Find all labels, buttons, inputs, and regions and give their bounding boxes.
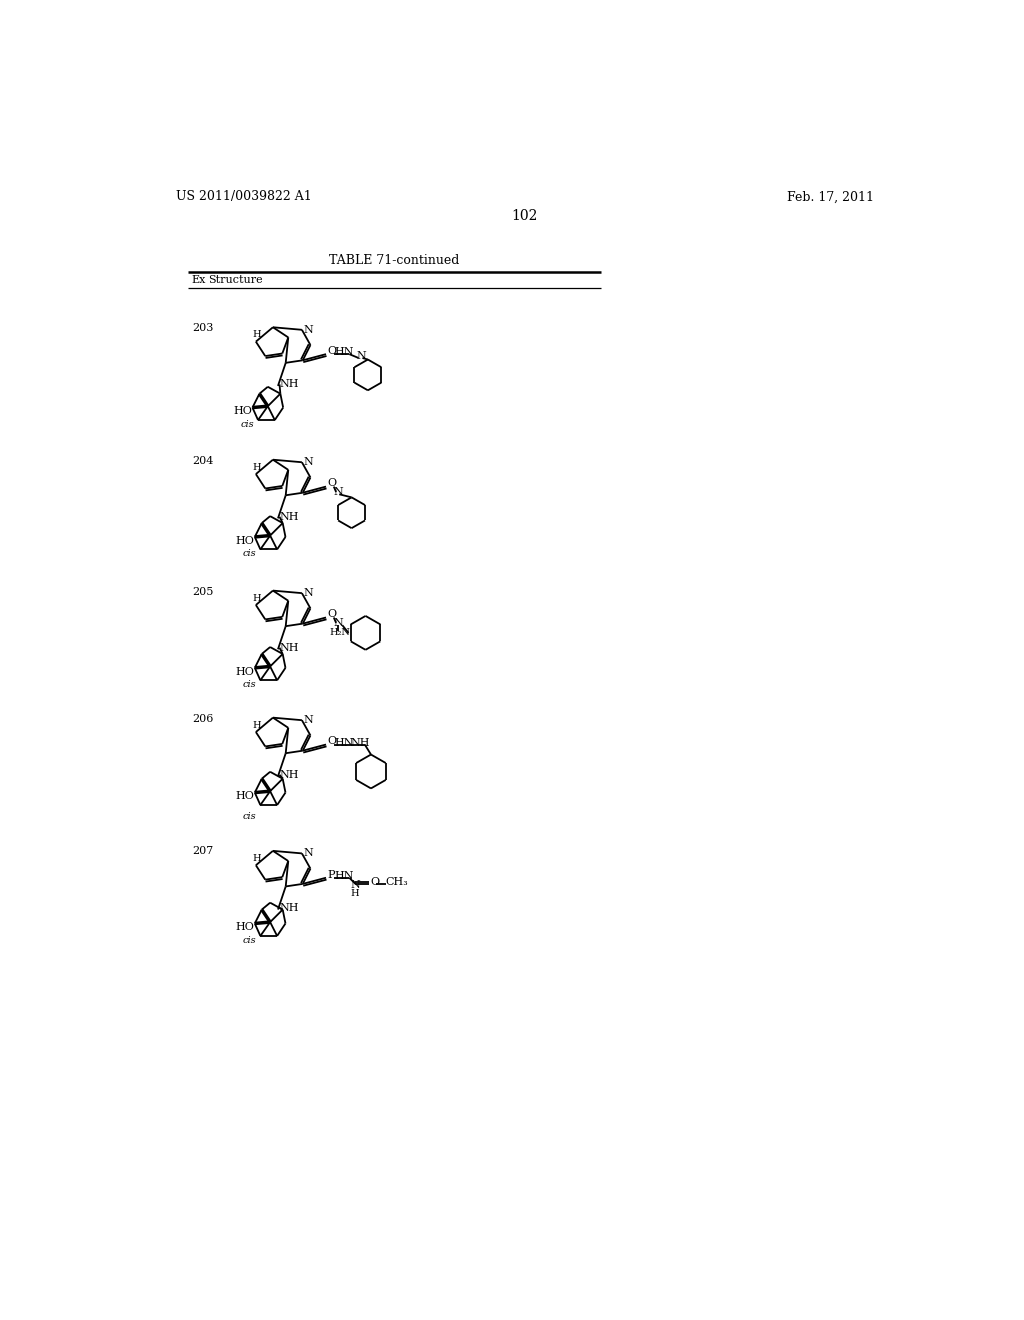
Text: O: O xyxy=(328,346,337,356)
Text: H: H xyxy=(252,721,261,730)
Text: HO: HO xyxy=(236,536,254,545)
Text: HN: HN xyxy=(335,871,354,882)
Text: HO: HO xyxy=(233,407,252,416)
Text: cis: cis xyxy=(243,936,256,945)
Text: H: H xyxy=(252,854,261,863)
Text: N: N xyxy=(351,880,360,891)
Text: N: N xyxy=(303,589,313,598)
Text: HO: HO xyxy=(236,667,254,677)
Text: 204: 204 xyxy=(193,455,214,466)
Text: NH: NH xyxy=(280,379,299,389)
Text: Ex: Ex xyxy=(191,275,206,285)
Text: TABLE 71-continued: TABLE 71-continued xyxy=(330,255,460,268)
Text: N: N xyxy=(303,849,313,858)
Text: cis: cis xyxy=(241,420,254,429)
Text: HN: HN xyxy=(335,738,354,748)
Text: N: N xyxy=(303,715,313,725)
Text: O: O xyxy=(328,478,337,488)
Text: cis: cis xyxy=(243,812,256,821)
Text: H: H xyxy=(252,330,261,339)
Text: cis: cis xyxy=(243,680,256,689)
Text: N: N xyxy=(334,618,343,628)
Text: O: O xyxy=(328,610,337,619)
Text: NH: NH xyxy=(280,643,299,652)
Text: 205: 205 xyxy=(193,587,214,597)
Text: N: N xyxy=(356,351,366,360)
Text: Structure: Structure xyxy=(209,275,263,285)
Text: N: N xyxy=(303,457,313,467)
Text: H: H xyxy=(351,888,359,898)
Text: HN: HN xyxy=(335,347,354,356)
Text: H: H xyxy=(252,463,261,471)
Text: 203: 203 xyxy=(193,323,214,333)
Text: NH: NH xyxy=(280,770,299,780)
Text: CH₃: CH₃ xyxy=(386,876,409,887)
Text: HO: HO xyxy=(236,792,254,801)
Text: 206: 206 xyxy=(193,714,214,723)
Text: H₂N: H₂N xyxy=(330,627,351,636)
Text: cis: cis xyxy=(243,549,256,558)
Text: NH: NH xyxy=(351,738,371,748)
Text: N: N xyxy=(334,487,343,496)
Text: 207: 207 xyxy=(193,846,214,857)
Text: Feb. 17, 2011: Feb. 17, 2011 xyxy=(786,190,873,203)
Text: NH: NH xyxy=(280,903,299,913)
Text: O: O xyxy=(328,737,337,746)
Text: NH: NH xyxy=(280,512,299,521)
Text: N: N xyxy=(303,325,313,335)
Text: O: O xyxy=(371,876,379,887)
Text: US 2011/0039822 A1: US 2011/0039822 A1 xyxy=(176,190,311,203)
Text: P: P xyxy=(328,870,335,879)
Text: H: H xyxy=(252,594,261,602)
Text: 102: 102 xyxy=(512,209,538,223)
Text: HO: HO xyxy=(236,923,254,932)
